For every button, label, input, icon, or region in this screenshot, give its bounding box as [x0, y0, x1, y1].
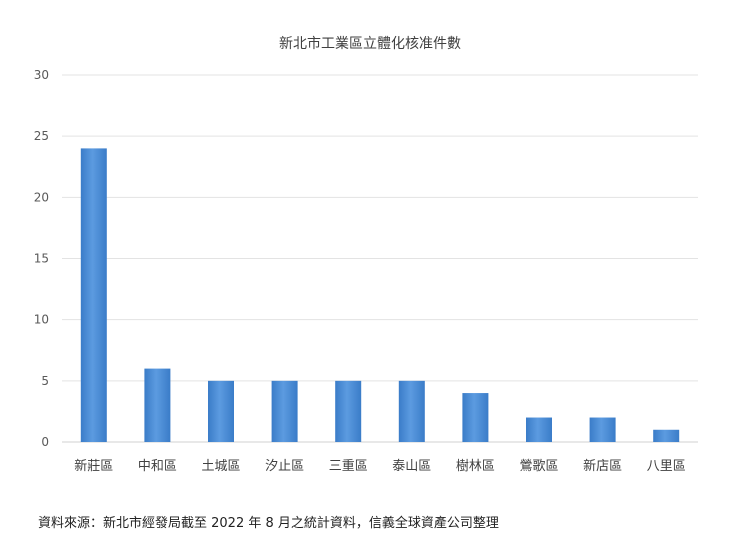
- y-tick-label: 5: [41, 374, 49, 388]
- x-tick-label: 泰山區: [392, 459, 431, 474]
- chart-title: 新北市工業區立體化核准件數: [279, 36, 461, 52]
- x-tick-label: 中和區: [138, 459, 177, 474]
- x-tick-label: 新莊區: [74, 458, 113, 474]
- bar: [208, 380, 234, 442]
- bar: [462, 393, 489, 442]
- x-tick-label: 鶯歌區: [519, 459, 558, 474]
- y-tick-label: 25: [34, 129, 49, 143]
- bar: [144, 368, 171, 442]
- x-axis-ticks: 新莊區 中和區 土城區 汐止區 三重區 泰山區 樹林區 鶯歌區 新店區 八里區: [74, 458, 685, 474]
- y-tick-label: 30: [34, 68, 49, 82]
- bar: [335, 380, 362, 442]
- x-tick-label: 三重區: [329, 458, 368, 474]
- y-tick-label: 15: [34, 252, 49, 266]
- x-tick-label: 汐止區: [265, 458, 304, 474]
- bar: [271, 380, 298, 442]
- x-tick-label: 土城區: [201, 459, 240, 474]
- x-tick-label: 樹林區: [456, 459, 495, 474]
- bar: [80, 148, 107, 442]
- bars: [80, 148, 680, 442]
- bar: [398, 380, 425, 442]
- y-tick-label: 0: [41, 435, 49, 449]
- bar: [526, 417, 552, 442]
- bar: [653, 429, 680, 442]
- source-note: 資料來源：新北市經發局截至 2022 年 8 月之統計資料，信義全球資產公司整理: [38, 516, 499, 531]
- bar: [589, 417, 616, 442]
- y-tick-label: 10: [34, 313, 49, 327]
- y-axis-ticks: 0 5 10 15 20 25 30: [34, 68, 49, 449]
- x-tick-label: 八里區: [647, 459, 686, 474]
- y-tick-label: 20: [34, 190, 49, 204]
- x-tick-label: 新店區: [583, 458, 622, 474]
